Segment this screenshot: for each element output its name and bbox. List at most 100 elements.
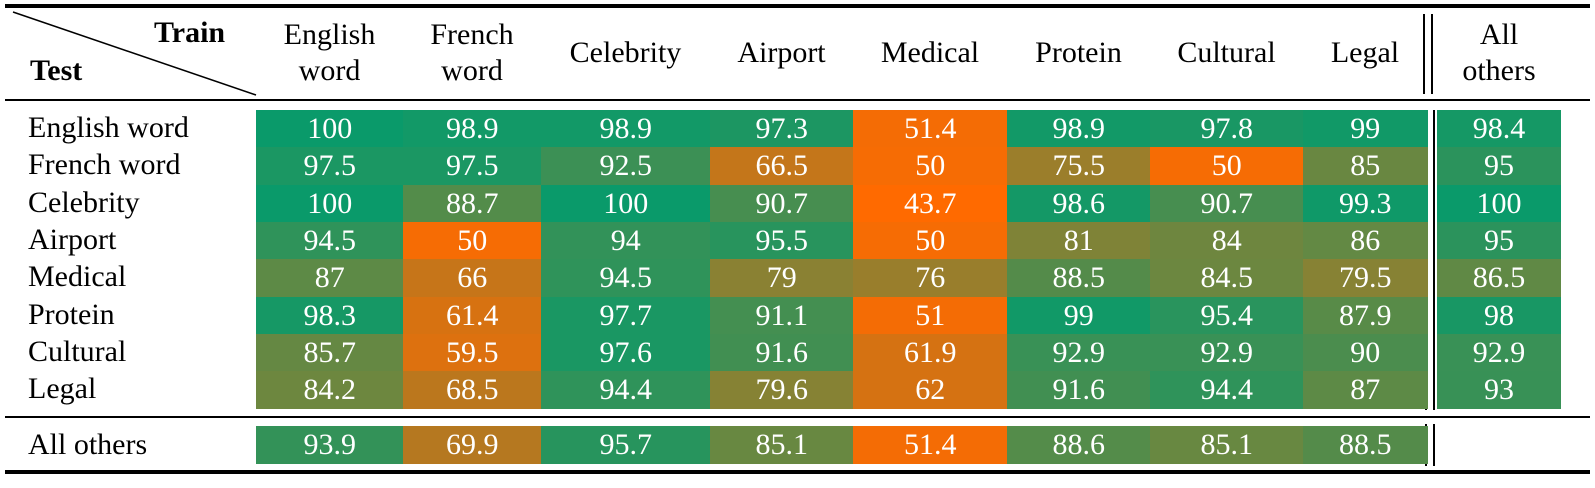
- table-cell: 61.9: [853, 333, 1008, 372]
- table-cell: 94: [541, 221, 711, 260]
- table-cell: 81: [1007, 221, 1151, 260]
- table-cell: 92.9: [1007, 333, 1151, 372]
- column-header: Cultural: [1177, 36, 1276, 69]
- table-cell: 97.3: [710, 110, 854, 148]
- corner-diagonal: [12, 11, 257, 96]
- row-label: Legal: [28, 372, 97, 406]
- table-cell: 84: [1150, 221, 1304, 260]
- table-cell: 84.5: [1150, 259, 1304, 297]
- column-header-all-others: All others: [1462, 18, 1536, 87]
- table-cell: 100: [256, 184, 404, 223]
- table-cell: 100: [541, 184, 711, 223]
- table-cell: 50: [1150, 147, 1304, 186]
- row-label: English word: [28, 111, 189, 144]
- table-cell: 87: [256, 259, 404, 297]
- vertical-rule: [1431, 14, 1433, 94]
- table-cell: 94.5: [256, 221, 404, 260]
- table-cell: 94.5: [541, 259, 711, 297]
- table-cell: 50: [853, 147, 1008, 186]
- table-cell-bottom: 93.9: [256, 426, 404, 464]
- column-header: Airport: [737, 36, 826, 69]
- table-cell: 99: [1303, 110, 1428, 148]
- table-cell-bottom: 88.6: [1007, 426, 1151, 464]
- row-label-all-others: All others: [28, 428, 148, 461]
- table-cell: 99.3: [1303, 184, 1428, 223]
- table-cell: 50: [403, 221, 542, 260]
- table-cell: 61.4: [403, 296, 542, 335]
- table-cell: 97.6: [541, 333, 711, 372]
- table-cell: 98.9: [403, 110, 542, 148]
- table-cell: 98.9: [541, 110, 711, 148]
- vertical-rule: [1423, 14, 1425, 94]
- column-header: English word: [283, 18, 376, 87]
- bottom-rule: [5, 470, 1590, 474]
- corner-diagonal-line: [12, 11, 257, 96]
- table-cell: 98.9: [1007, 110, 1151, 148]
- table-cell-all-others: 95: [1437, 147, 1561, 186]
- table-cell: 85: [1303, 147, 1428, 186]
- column-header: Protein: [1035, 36, 1122, 69]
- table-cell: 76: [853, 259, 1008, 297]
- header-rule: [5, 99, 1590, 101]
- table-cell: 92.9: [1150, 333, 1304, 372]
- table-cell: 98.3: [256, 296, 404, 335]
- table-cell: 51.4: [853, 110, 1008, 148]
- table-cell-bottom: 95.7: [541, 426, 711, 464]
- row-label: Protein: [28, 297, 115, 331]
- table-cell: 94.4: [541, 371, 711, 409]
- table-cell: 98.6: [1007, 184, 1151, 223]
- table-cell: 97.5: [256, 147, 404, 186]
- table-cell: 99: [1007, 296, 1151, 335]
- corner-test-label: Test: [30, 54, 83, 87]
- top-rule: [5, 4, 1590, 8]
- table-cell: 75.5: [1007, 147, 1151, 186]
- row-label: Cultural: [28, 334, 127, 368]
- table-cell: 91.6: [1007, 371, 1151, 409]
- table-cell: 79.5: [1303, 259, 1428, 297]
- column-header: Legal: [1330, 36, 1400, 69]
- column-header: French word: [430, 18, 514, 87]
- table-cell: 97.5: [403, 147, 542, 186]
- table-cell: 62: [853, 371, 1008, 409]
- table-cell: 90.7: [1150, 184, 1304, 223]
- row-label: Airport: [28, 222, 117, 256]
- table-cell-all-others: 95: [1437, 221, 1561, 260]
- table-cell-all-others: 98.4: [1437, 110, 1561, 148]
- table-cell: 84.2: [256, 371, 404, 409]
- table-cell-all-others: 100: [1437, 184, 1561, 223]
- table-cell: 68.5: [403, 371, 542, 409]
- table-cell-bottom: 85.1: [710, 426, 854, 464]
- table-cell: 97.7: [541, 296, 711, 335]
- table-cell: 91.1: [710, 296, 854, 335]
- table-cell-bottom: 85.1: [1150, 426, 1304, 464]
- table-cell-bottom: 69.9: [403, 426, 542, 464]
- row-label: Medical: [28, 260, 127, 294]
- table-cell: 66: [403, 259, 542, 297]
- vertical-rule: [1433, 424, 1435, 466]
- table-cell-all-others: 86.5: [1437, 259, 1561, 297]
- table-cell-all-others: 93: [1437, 371, 1561, 409]
- section-rule: [5, 416, 1590, 418]
- table-cell: 97.8: [1150, 110, 1304, 148]
- table-cell: 86: [1303, 221, 1428, 260]
- table-cell: 90: [1303, 333, 1428, 372]
- table-cell: 95.4: [1150, 296, 1304, 335]
- table-cell: 79.6: [710, 371, 854, 409]
- table-cell-bottom: 88.5: [1303, 426, 1428, 464]
- table-cell: 66.5: [710, 147, 854, 186]
- table-cell: 79: [710, 259, 854, 297]
- table-cell: 85.7: [256, 333, 404, 372]
- table-cell: 88.7: [403, 184, 542, 223]
- vertical-rule: [1433, 110, 1435, 410]
- table-cell: 51: [853, 296, 1008, 335]
- row-label: Celebrity: [28, 185, 140, 219]
- table-cell: 43.7: [853, 184, 1008, 223]
- column-header: Celebrity: [569, 36, 682, 69]
- corner-train-label: Train: [154, 16, 226, 49]
- table-cell: 94.4: [1150, 371, 1304, 409]
- table-cell: 59.5: [403, 333, 542, 372]
- row-label: French word: [28, 148, 181, 182]
- table-cell: 88.5: [1007, 259, 1151, 297]
- table-cell-all-others: 92.9: [1437, 333, 1561, 372]
